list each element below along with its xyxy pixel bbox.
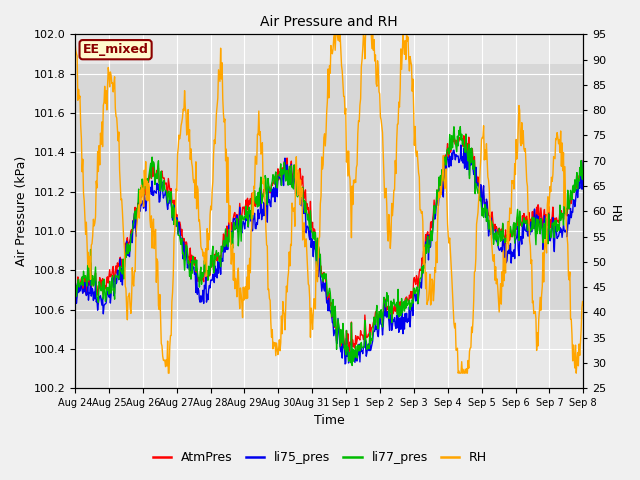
- Y-axis label: RH: RH: [612, 202, 625, 220]
- X-axis label: Time: Time: [314, 414, 344, 427]
- Y-axis label: Air Pressure (kPa): Air Pressure (kPa): [15, 156, 28, 266]
- Bar: [75, 64, 583, 320]
- Text: EE_mixed: EE_mixed: [83, 43, 148, 56]
- Legend: AtmPres, li75_pres, li77_pres, RH: AtmPres, li75_pres, li77_pres, RH: [148, 446, 492, 469]
- Title: Air Pressure and RH: Air Pressure and RH: [260, 15, 398, 29]
